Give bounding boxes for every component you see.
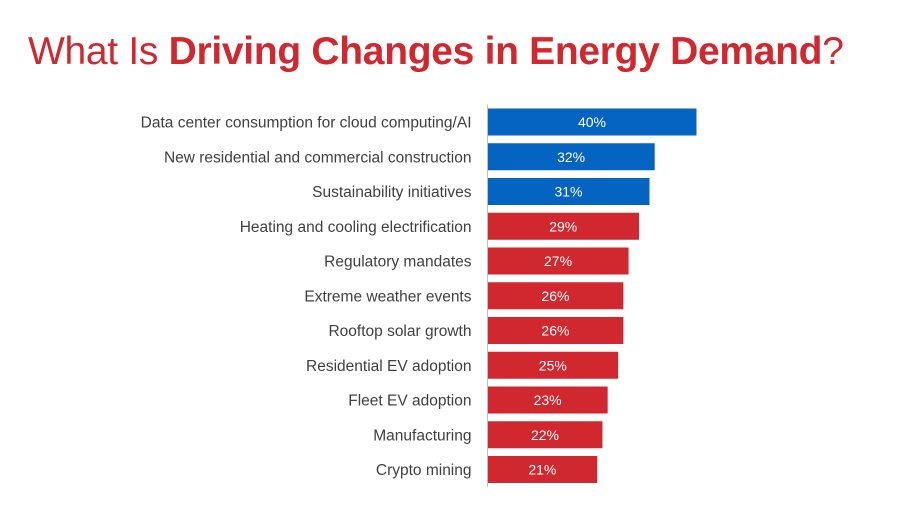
category-label: Manufacturing [373,427,471,444]
bar [487,247,629,275]
category-label: Data center consumption for cloud comput… [141,115,472,132]
category-label: Residential EV adoption [306,358,471,375]
category-label: Regulatory mandates [324,254,472,271]
category-label: Heating and cooling electrification [240,219,472,236]
bar [487,178,650,205]
category-label: Extreme weather events [304,288,471,305]
category-label: New residential and commercial construct… [164,149,472,166]
value-label: 23% [534,392,562,408]
value-label: 26% [541,323,569,339]
value-label: 27% [544,253,572,269]
category-label: Crypto mining [376,462,472,479]
title-prefix: What Is [28,30,169,73]
value-label: 32% [557,149,585,165]
category-label: Rooftop solar growth [328,323,471,340]
value-label: 25% [539,357,567,373]
bar [487,108,697,136]
bar [487,212,640,240]
value-label: 21% [528,462,556,478]
category-label: Fleet EV adoption [348,393,471,410]
bar [487,421,603,449]
bar [487,386,608,414]
bar [487,317,624,344]
value-label: 22% [531,427,559,443]
title-suffix: ? [822,30,844,73]
bar [487,282,624,310]
value-label: 40% [578,114,606,130]
bar [487,456,598,483]
bar [487,143,655,171]
chart-title: What Is Driving Changes in Energy Demand… [28,30,844,74]
category-label: Sustainability initiatives [312,184,472,201]
value-label: 31% [554,184,582,200]
value-label: 26% [541,288,569,304]
bar [487,351,619,379]
value-label: 29% [549,218,577,234]
title-emphasis: Driving Changes in Energy Demand [168,30,823,73]
